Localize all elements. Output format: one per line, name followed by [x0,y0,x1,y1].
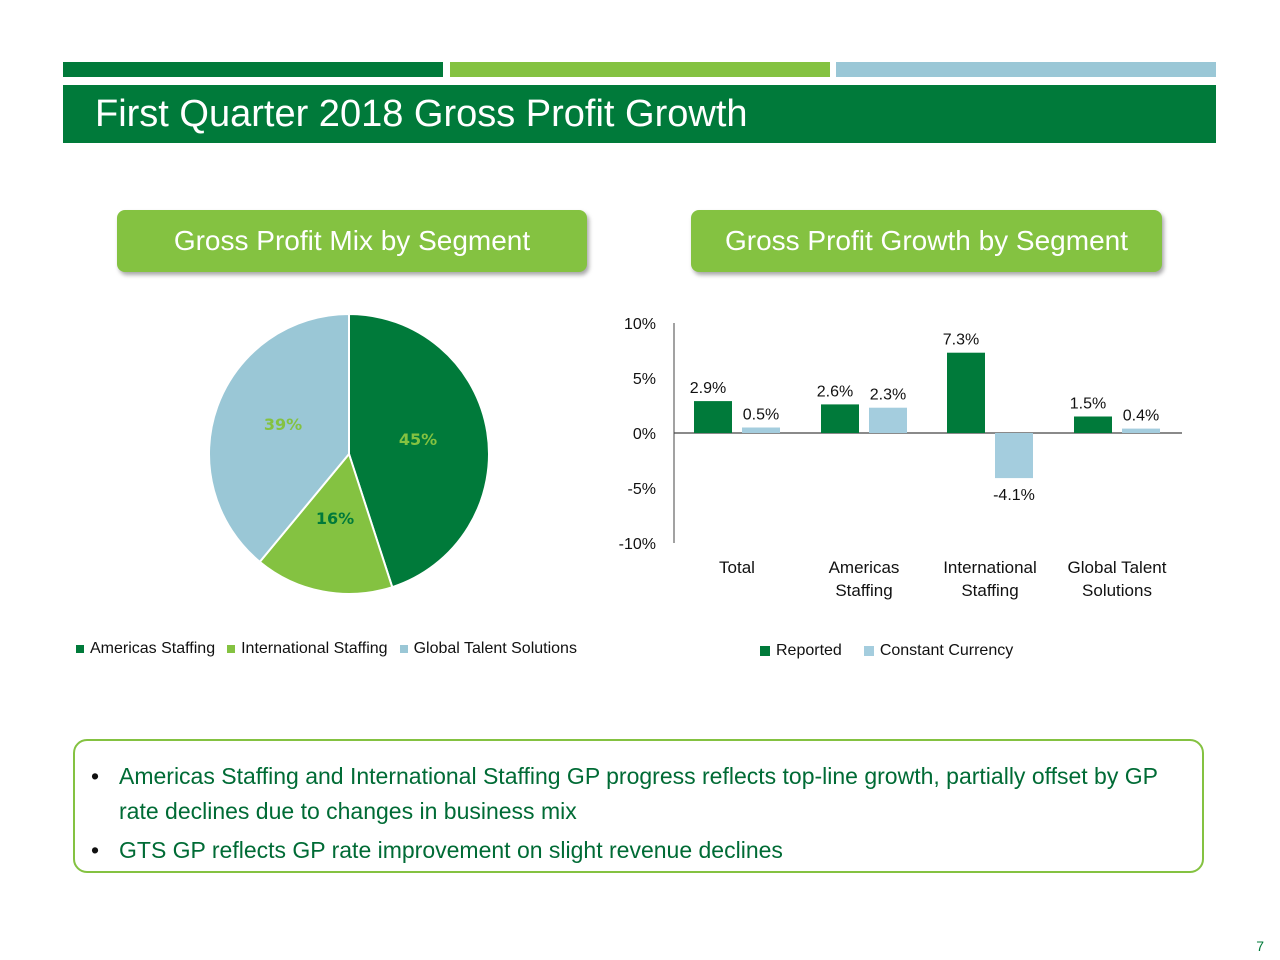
legend-label: Reported [776,642,842,659]
y-tick-label: -10% [619,536,656,553]
pie-data-label: 16% [316,509,354,528]
x-category-label: Global Talent [1068,558,1167,577]
bar-constant-currency [869,407,907,433]
pie-legend: Americas Staffing International Staffing… [76,640,589,658]
bar-reported [694,401,732,433]
pie-slice-global-talent-solutions [208,312,350,564]
note-item: • Americas Staffing and International St… [91,759,1181,829]
legend-item-americas-staffing: Americas Staffing [76,640,215,658]
legend-label: Americas Staffing [90,640,216,657]
title-bar: First Quarter 2018 Gross Profit Growth [63,85,1216,143]
pie-section-header: Gross Profit Mix by Segment [117,210,587,272]
x-category-label-line2: Staffing [835,581,892,600]
legend-swatch-icon [863,646,874,656]
x-category-label: International [943,558,1037,577]
bar-legend: Reported Constant Currency [760,642,1025,660]
x-category-label: Americas [829,558,900,577]
bar-data-label: 0.5% [743,407,779,424]
legend-swatch-icon [76,645,84,653]
pie-slice-international-staffing [258,451,394,595]
y-tick-label: 10% [624,316,656,333]
page-title: First Quarter 2018 Gross Profit Growth [95,93,748,135]
note-text: Americas Staffing and International Staf… [119,763,1158,824]
notes-box: • Americas Staffing and International St… [73,739,1204,873]
pie-slice-americas-staffing [348,312,490,589]
bar-data-label: 1.5% [1070,396,1106,413]
bar-data-label: -4.1% [993,487,1035,504]
legend-label: Global Talent Solutions [413,640,577,657]
bar-reported [821,404,859,433]
legend-swatch-icon [227,645,236,653]
legend-label: Constant Currency [879,642,1014,659]
x-category-label: Total [719,558,755,577]
legend-item-global-talent-solutions: Global Talent Solutions [399,640,577,658]
bar-reported [1074,416,1112,433]
notes-list: • Americas Staffing and International St… [91,759,1181,872]
bar-data-label: 2.3% [870,387,906,404]
note-item: • GTS GP reflects GP rate improvement on… [91,833,1181,868]
header-stripe-light-blue [836,62,1216,77]
header-stripe-light-green [450,62,830,77]
bar-constant-currency [1122,428,1160,433]
bar-data-label: 2.9% [690,380,726,397]
header-stripe-dark-green [63,62,443,77]
bullet-icon: • [91,763,100,789]
y-tick-label: 5% [633,371,656,388]
legend-item-constant-currency: Constant Currency [863,642,1014,660]
legend-item-reported: Reported [760,642,842,660]
bar-data-label: 0.4% [1123,408,1159,425]
bar-data-label: 2.6% [817,383,853,400]
bar-data-label: 7.3% [943,332,979,349]
legend-swatch-icon [760,646,770,656]
pie-data-label: 45% [399,430,437,449]
legend-label: International Staffing [241,640,388,657]
x-category-label-line2: Solutions [1082,581,1152,600]
page-number: 7 [1256,938,1264,954]
bullet-icon: • [91,837,100,863]
bar-section-header: Gross Profit Growth by Segment [691,210,1162,272]
bar-constant-currency [995,433,1033,479]
bar-constant-currency [742,427,780,433]
x-category-label-line2: Staffing [961,581,1018,600]
pie-data-label: 39% [264,415,302,434]
y-tick-label: -5% [628,481,656,498]
note-text: GTS GP reflects GP rate improvement on s… [119,837,783,863]
legend-swatch-icon [399,645,408,653]
bar-reported [947,352,985,433]
y-tick-label: 0% [633,426,656,443]
legend-item-international-staffing: International Staffing [227,640,388,658]
